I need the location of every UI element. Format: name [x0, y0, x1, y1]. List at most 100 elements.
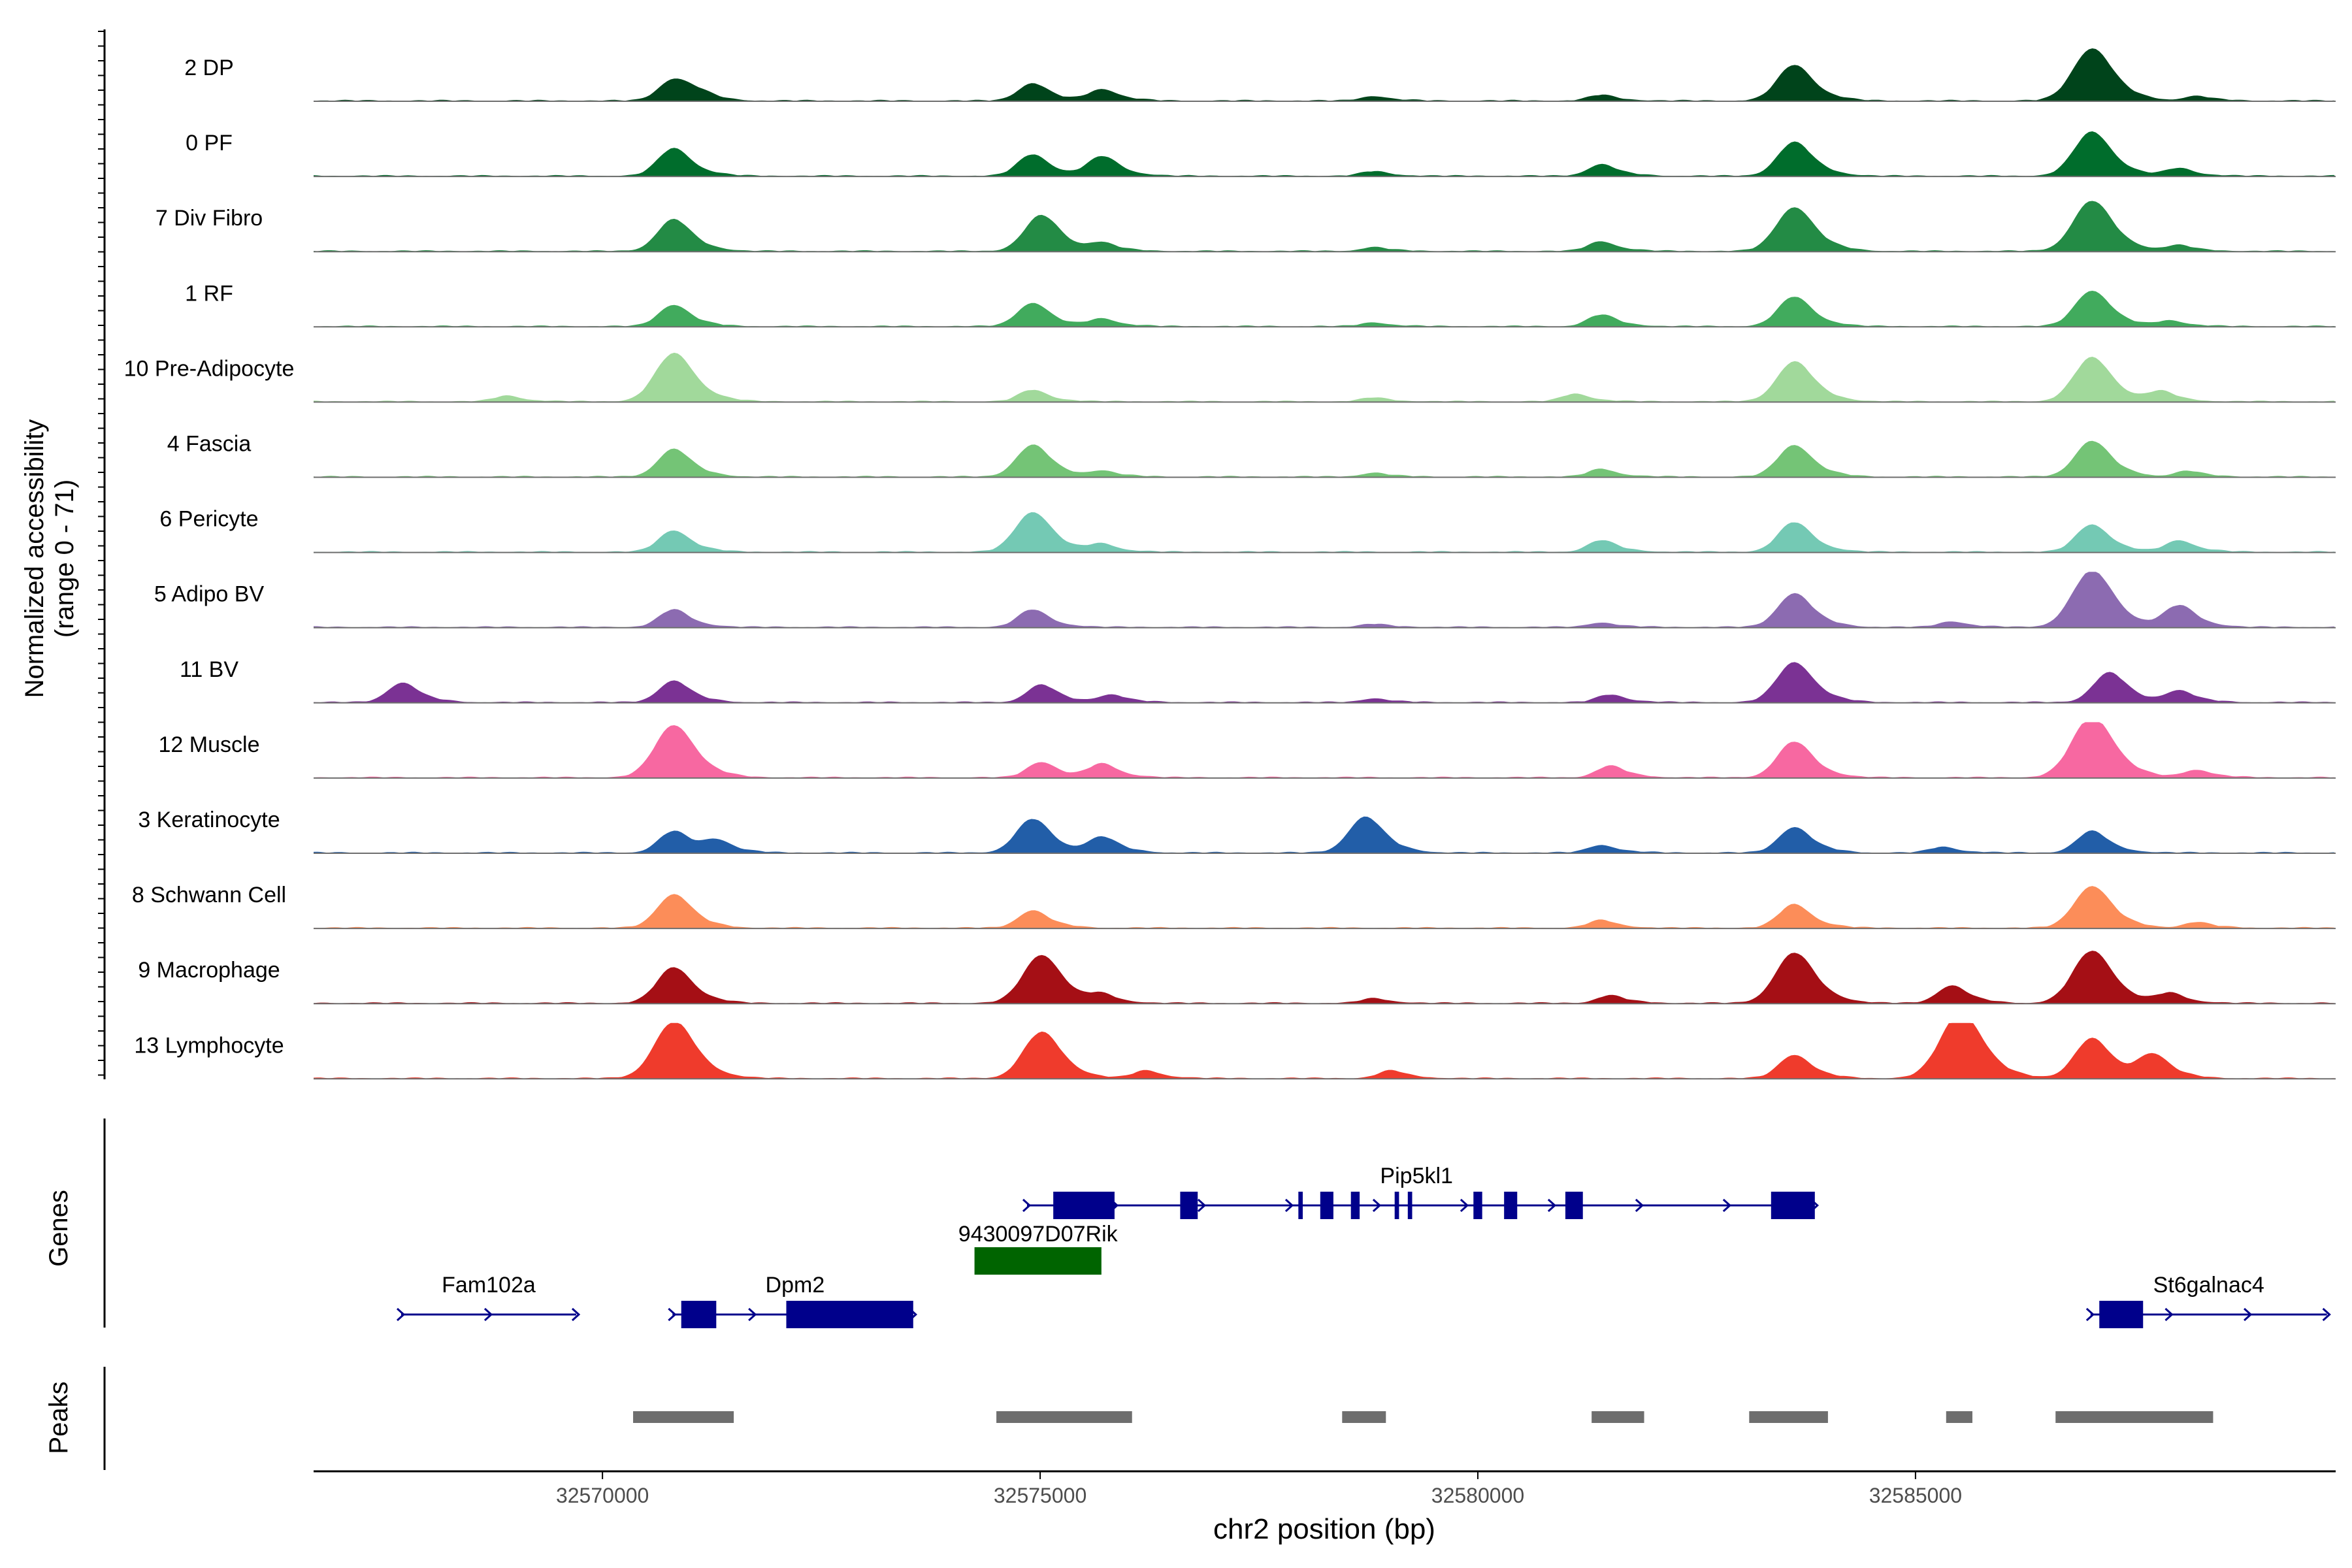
track-3-keratinocyte: 3 Keratinocyte [138, 808, 2336, 854]
gene-label: St6galnac4 [2153, 1273, 2264, 1298]
track-10-pre-adipocyte: 10 Pre-Adipocyte [124, 352, 2336, 403]
strand-arrow [2085, 1307, 2095, 1322]
strand-arrow [1284, 1198, 1294, 1213]
track-4-fascia: 4 Fascia [167, 432, 2336, 478]
gene-exon [1350, 1192, 1360, 1219]
strand-arrow [2164, 1307, 2174, 1322]
gene-exon [974, 1247, 1102, 1275]
strand-arrow [1722, 1198, 1732, 1213]
strand-arrow [396, 1307, 406, 1322]
peak-region [1342, 1411, 1386, 1423]
gene-exon [1394, 1192, 1399, 1219]
gene-st6galnac4: St6galnac4 [2085, 1273, 2331, 1328]
coverage-area-9-macrophage [314, 951, 2336, 1004]
strand-arrow [1460, 1198, 1469, 1213]
track-label: 9 Macrophage [138, 958, 280, 983]
coverage-y-label: Normalized accessibility [20, 419, 49, 698]
track-9-macrophage: 9 Macrophage [138, 951, 2336, 1005]
gene-label: Pip5kl1 [1380, 1164, 1453, 1188]
gene-exon [1504, 1192, 1518, 1219]
track-label: 1 RF [185, 281, 233, 306]
coverage-area-1-rf [314, 291, 2336, 327]
peak-region [2055, 1411, 2213, 1423]
track-label: 2 DP [184, 56, 234, 80]
track-8-schwann-cell: 8 Schwann Cell [132, 883, 2336, 930]
track-0-pf: 0 PF [186, 131, 2336, 178]
coverage-tracks: 2 DP 0 PF 7 Div Fibro 1 RF 10 Pre-Adipocyte 4… [124, 48, 2336, 1080]
x-axis: 32570000 32575000 32580000 32585000 [314, 1470, 2336, 1507]
coverage-y-label-range: (range 0 - 71) [50, 480, 79, 638]
gene-label: 9430097D07Rik [958, 1222, 1119, 1247]
peak-region [1946, 1411, 1972, 1423]
strand-arrow [1022, 1198, 1032, 1213]
peak-regions-track [103, 1367, 2213, 1470]
gene-exon [1473, 1192, 1482, 1219]
track-label: 10 Pre-Adipocyte [124, 356, 295, 381]
coverage-area-11-bv [314, 662, 2336, 703]
track-7-div-fibro: 7 Div Fibro [155, 201, 2336, 253]
gene-9430097d07rik: 9430097D07Rik [958, 1222, 1119, 1275]
coverage-area-8-schwann-cell [314, 886, 2336, 929]
gene-dpm2: Dpm2 [668, 1273, 918, 1328]
gene-exon [1565, 1192, 1583, 1219]
gene-exon [1407, 1192, 1413, 1219]
track-label: 8 Schwann Cell [132, 883, 286, 907]
x-tick-label: 32570000 [556, 1484, 649, 1507]
gene-label: Fam102a [442, 1273, 536, 1298]
peak-region [1749, 1411, 1828, 1423]
track-12-muscle: 12 Muscle [159, 722, 2336, 779]
track-label: 7 Div Fibro [155, 206, 263, 231]
x-axis-label: chr2 position (bp) [1213, 1513, 1435, 1545]
gene-exon [1771, 1192, 1815, 1219]
gene-exon [681, 1301, 717, 1328]
gene-annotation-track: Fam102a Dpm2 9430097D07Rik Pip5kl1 St6galnac… [103, 1119, 2331, 1328]
x-tick-label: 32585000 [1869, 1484, 1962, 1507]
strand-arrow [2322, 1307, 2331, 1322]
track-label: 11 BV [180, 657, 238, 682]
track-label: 13 Lymphocyte [134, 1033, 284, 1058]
gene-exon [1180, 1192, 1198, 1219]
track-13-lymphocyte: 13 Lymphocyte [134, 1022, 2336, 1080]
gene-fam102a: Fam102a [396, 1273, 581, 1322]
peaks-y-label: Peaks [44, 1381, 73, 1454]
strand-arrow [571, 1307, 581, 1322]
coverage-y-axis [98, 29, 106, 1079]
gene-exon [1298, 1192, 1303, 1219]
coverage-area-0-pf [314, 131, 2336, 177]
track-label: 6 Pericyte [159, 507, 258, 532]
track-11-bv: 11 BV [180, 657, 2336, 704]
track-6-pericyte: 6 Pericyte [159, 507, 2336, 553]
coverage-area-2-dp [314, 48, 2336, 101]
coverage-area-10-pre-adipocyte [314, 352, 2336, 402]
coverage-area-5-adipo-bv [314, 572, 2336, 628]
strand-arrow [1372, 1198, 1382, 1213]
peak-region [1592, 1411, 1644, 1423]
strand-arrow [483, 1307, 493, 1322]
gene-pip5kl1: Pip5kl1 [1022, 1164, 1820, 1219]
strand-arrow [1635, 1198, 1644, 1213]
track-label: 5 Adipo BV [154, 582, 265, 607]
strand-arrow [2244, 1307, 2253, 1322]
x-tick-label: 32575000 [994, 1484, 1086, 1507]
gene-exon [1053, 1192, 1115, 1219]
track-label: 0 PF [186, 131, 233, 155]
track-label: 12 Muscle [159, 732, 260, 757]
gene-exon [2099, 1301, 2144, 1328]
coverage-area-7-div-fibro [314, 201, 2336, 252]
coverage-area-4-fascia [314, 440, 2336, 478]
peak-region [996, 1411, 1132, 1423]
strand-arrow [1197, 1198, 1207, 1213]
gene-label: Dpm2 [766, 1273, 825, 1298]
track-label: 3 Keratinocyte [138, 808, 280, 832]
coverage-area-6-pericyte [314, 512, 2336, 553]
coverage-area-3-keratinocyte [314, 816, 2336, 853]
genes-y-label: Genes [44, 1190, 73, 1267]
coverage-area-13-lymphocyte [314, 1022, 2336, 1079]
gene-exon [786, 1301, 913, 1328]
gene-exon [1320, 1192, 1333, 1219]
peak-region [633, 1411, 734, 1423]
x-tick-label: 32580000 [1431, 1484, 1524, 1507]
track-1-rf: 1 RF [185, 281, 2336, 328]
strand-arrow [1547, 1198, 1557, 1213]
